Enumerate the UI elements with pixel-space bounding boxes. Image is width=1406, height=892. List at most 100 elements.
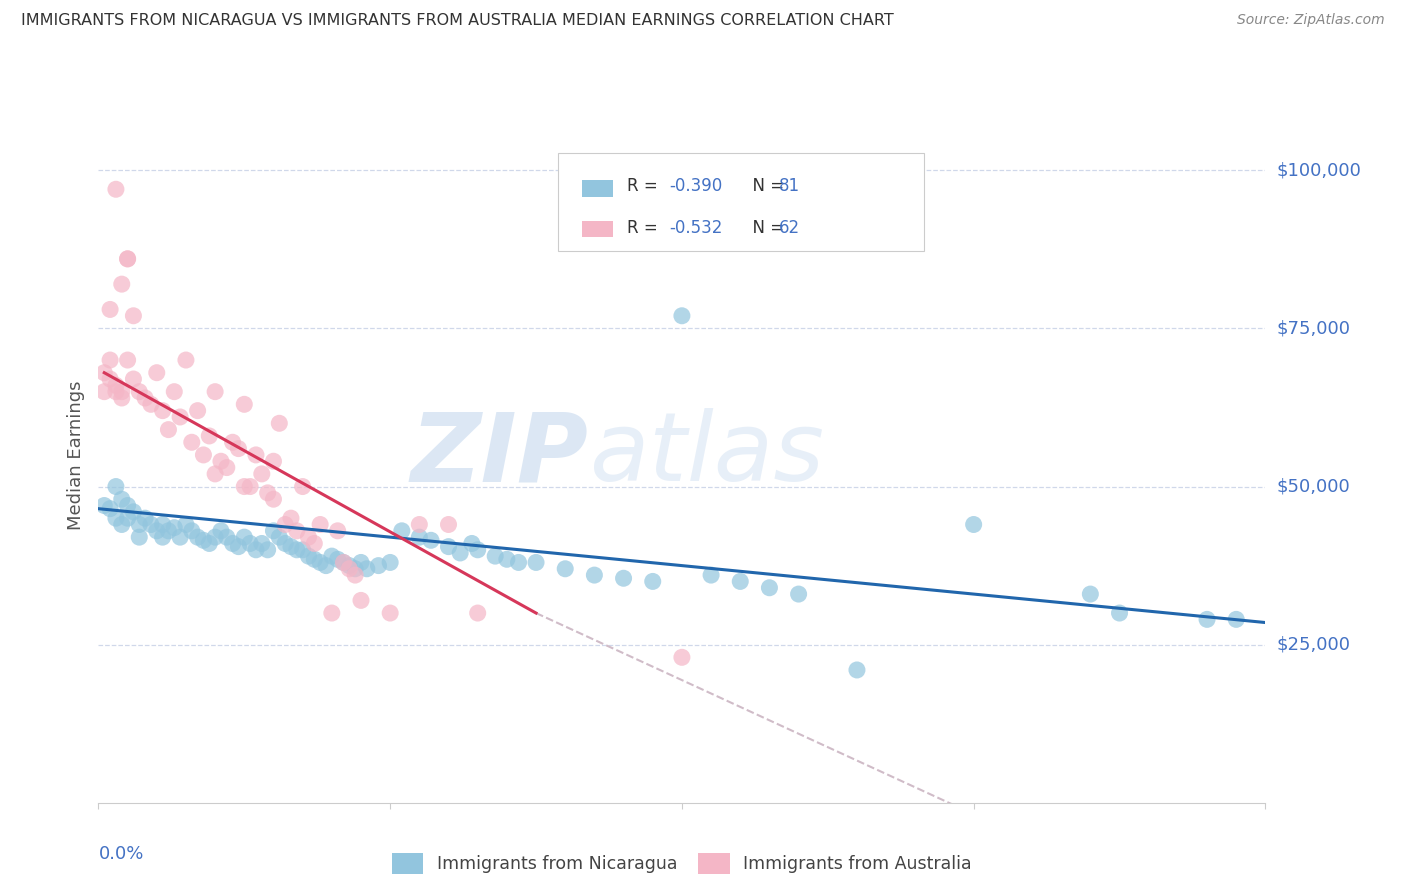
Text: 0.0%: 0.0% [98, 845, 143, 863]
Point [245, 448, 267, 462]
Text: 81: 81 [779, 178, 800, 195]
Point [280, 511, 302, 525]
Text: $25,000: $25,000 [1277, 636, 1351, 654]
Point [291, 479, 314, 493]
Text: -0.532: -0.532 [669, 219, 723, 237]
Point [117, 252, 139, 266]
Point [467, 542, 489, 557]
Point [378, 556, 402, 570]
Point [262, 492, 284, 507]
Point [332, 556, 354, 570]
Point [157, 524, 180, 538]
Point [449, 546, 471, 560]
Text: R =: R = [627, 219, 664, 237]
Point [122, 309, 145, 323]
Point [408, 530, 430, 544]
Point [233, 479, 256, 493]
Point [146, 524, 169, 538]
Point [111, 384, 134, 399]
Point [104, 479, 127, 493]
Point [180, 524, 202, 538]
Legend: Immigrants from Nicaragua, Immigrants from Australia: Immigrants from Nicaragua, Immigrants fr… [392, 853, 972, 874]
Point [641, 574, 664, 589]
Point [1080, 587, 1102, 601]
Point [98, 302, 121, 317]
Point [671, 650, 693, 665]
Point [209, 454, 232, 468]
Point [274, 517, 297, 532]
Point [495, 552, 517, 566]
Point [117, 353, 139, 368]
Point [174, 517, 197, 532]
Point [152, 530, 174, 544]
Point [233, 397, 256, 411]
Point [139, 397, 162, 411]
Point [152, 517, 174, 532]
Point [128, 530, 150, 544]
Point [187, 530, 209, 544]
Point [262, 454, 284, 468]
Point [93, 366, 115, 380]
Point [111, 391, 134, 405]
Point [233, 530, 256, 544]
Point [1108, 606, 1130, 620]
Point [174, 353, 197, 368]
Point [93, 384, 115, 399]
Point [146, 366, 169, 380]
Point [111, 492, 134, 507]
Point [117, 511, 139, 525]
Point [1195, 612, 1218, 626]
Point [163, 384, 186, 399]
Point [128, 517, 150, 532]
Point [484, 549, 506, 563]
Point [758, 581, 780, 595]
Point [321, 606, 343, 620]
Point [326, 524, 349, 538]
Text: N =: N = [742, 219, 790, 237]
Point [180, 435, 202, 450]
Point [378, 606, 402, 620]
Point [524, 556, 547, 570]
Point [437, 517, 460, 532]
Point [583, 568, 606, 582]
Text: N =: N = [742, 178, 790, 195]
Point [408, 517, 430, 532]
Point [157, 423, 180, 437]
Point [198, 429, 221, 443]
Point [280, 540, 302, 554]
Point [209, 524, 232, 538]
Point [391, 524, 413, 538]
Point [728, 574, 751, 589]
Point [321, 549, 343, 563]
Text: Source: ZipAtlas.com: Source: ZipAtlas.com [1237, 13, 1385, 28]
Point [291, 542, 314, 557]
Text: atlas: atlas [589, 409, 824, 501]
Point [139, 517, 162, 532]
Point [111, 277, 134, 292]
Point [93, 499, 115, 513]
Text: R =: R = [627, 178, 664, 195]
Point [198, 536, 221, 550]
Point [250, 536, 273, 550]
Point [700, 568, 723, 582]
Point [98, 372, 121, 386]
Point [845, 663, 868, 677]
Point [204, 384, 226, 399]
Point [128, 384, 150, 399]
Point [612, 571, 634, 585]
Point [98, 353, 121, 368]
Point [285, 524, 308, 538]
Point [467, 606, 489, 620]
Point [787, 587, 810, 601]
Point [250, 467, 273, 481]
Point [134, 391, 156, 405]
Point [134, 511, 156, 525]
Point [671, 309, 693, 323]
Point [187, 403, 209, 417]
Text: -0.390: -0.390 [669, 178, 723, 195]
Point [104, 384, 127, 399]
Y-axis label: Median Earnings: Median Earnings [67, 380, 86, 530]
Point [304, 536, 326, 550]
Point [1225, 612, 1247, 626]
Point [461, 536, 484, 550]
